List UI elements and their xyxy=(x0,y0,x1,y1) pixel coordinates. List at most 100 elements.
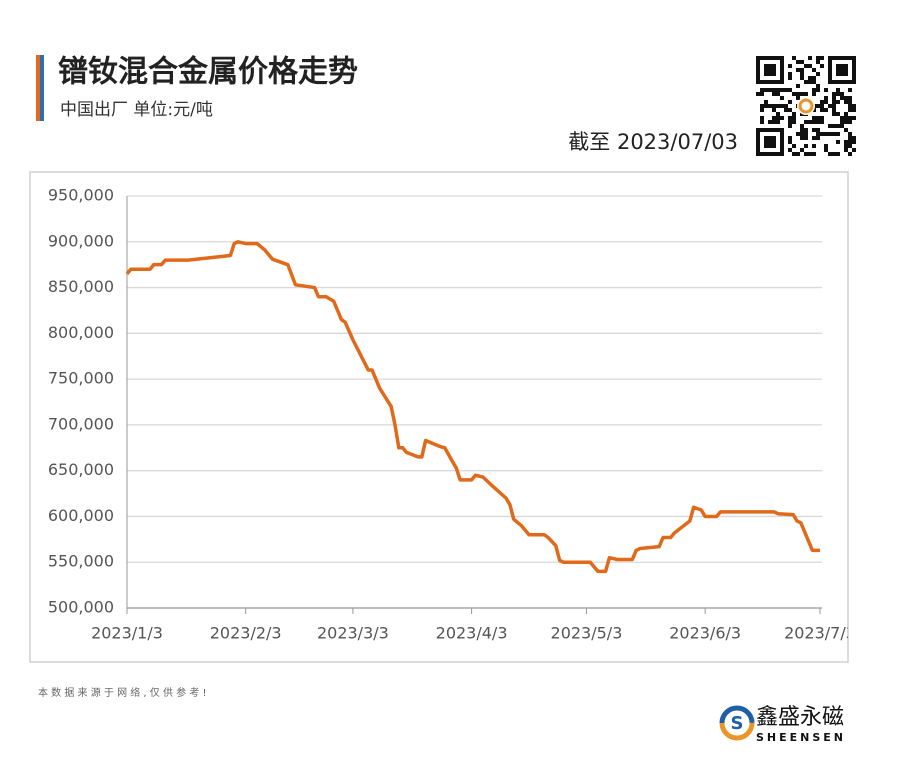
qr-cell xyxy=(848,100,852,104)
qr-cell xyxy=(824,132,828,136)
qr-cell xyxy=(788,124,792,128)
qr-cell xyxy=(780,116,784,120)
chart-subtitle: 中国出厂 单位:元/吨 xyxy=(60,100,213,120)
qr-cell xyxy=(836,92,840,96)
y-tick-label: 600,000 xyxy=(48,506,114,525)
qr-cell xyxy=(848,120,852,124)
qr-cell xyxy=(796,152,800,156)
qr-cell xyxy=(852,140,856,144)
qr-cell xyxy=(776,112,780,116)
qr-cell xyxy=(760,108,764,112)
qr-cell xyxy=(848,108,852,112)
qr-cell xyxy=(764,100,768,104)
qr-cell xyxy=(808,80,812,84)
qr-cell xyxy=(772,92,776,96)
price-line xyxy=(125,240,820,574)
qr-cell xyxy=(808,152,812,156)
qr-cell xyxy=(832,124,836,128)
qr-logo xyxy=(798,98,814,114)
qr-cell xyxy=(832,108,836,112)
qr-cell xyxy=(848,140,852,144)
qr-cell xyxy=(804,64,808,68)
qr-cell xyxy=(836,124,840,128)
qr-cell xyxy=(840,124,844,128)
qr-cell xyxy=(772,88,776,92)
qr-cell xyxy=(844,140,848,144)
title-accent xyxy=(36,55,40,121)
qr-cell xyxy=(800,148,804,152)
qr-cell xyxy=(816,84,820,88)
qr-cell xyxy=(796,60,800,64)
qr-cell xyxy=(760,88,764,92)
qr-cell xyxy=(788,148,792,152)
qr-cell xyxy=(820,120,824,124)
x-tick-label: 2023/4/3 xyxy=(436,624,508,643)
qr-cell xyxy=(848,152,852,156)
qr-cell xyxy=(816,60,820,64)
qr-cell xyxy=(780,96,784,100)
qr-cell xyxy=(812,76,816,80)
qr-cell xyxy=(812,88,816,92)
qr-cell xyxy=(804,120,808,124)
y-tick-label: 750,000 xyxy=(48,369,114,388)
qr-cell xyxy=(836,152,840,156)
qr-cell xyxy=(788,100,792,104)
qr-cell xyxy=(812,128,816,132)
qr-cell xyxy=(788,64,792,68)
qr-cell xyxy=(840,120,844,124)
qr-cell xyxy=(816,128,820,132)
y-tick-label: 550,000 xyxy=(48,552,114,571)
qr-cell xyxy=(820,132,824,136)
qr-cell xyxy=(776,92,780,96)
chart-frame xyxy=(29,171,849,663)
qr-cell xyxy=(772,108,776,112)
qr-cell xyxy=(792,116,796,120)
qr-cell xyxy=(776,104,780,108)
qr-cell xyxy=(772,120,776,124)
qr-cell xyxy=(852,148,856,152)
qr-cell xyxy=(812,68,816,72)
y-tick-label: 800,000 xyxy=(48,323,114,342)
qr-cell xyxy=(848,136,852,140)
qr-cell xyxy=(820,56,824,60)
qr-cell xyxy=(804,144,808,148)
qr-cell xyxy=(832,104,836,108)
qr-cell xyxy=(788,72,792,76)
qr-cell xyxy=(816,104,820,108)
qr-cell xyxy=(852,108,856,112)
plot-area: 2023/1/3 2023/2/3 2023/3/3 2023/4/3 2023/5/3… xyxy=(91,195,848,643)
y-tick-label: 650,000 xyxy=(48,460,114,479)
qr-cell xyxy=(812,120,816,124)
qr-cell xyxy=(824,148,828,152)
y-tick-label: 900,000 xyxy=(48,231,114,250)
qr-cell xyxy=(824,144,828,148)
qr-cell xyxy=(848,96,852,100)
qr-cell xyxy=(828,132,832,136)
qr-cell xyxy=(804,152,808,156)
qr-cell xyxy=(840,96,844,100)
qr-cell xyxy=(800,132,804,136)
qr-cell xyxy=(792,112,796,116)
qr-cell xyxy=(812,80,816,84)
qr-cell xyxy=(848,132,852,136)
qr-cell xyxy=(852,136,856,140)
qr-cell xyxy=(792,120,796,124)
x-tick-label: 2023/3/3 xyxy=(317,624,389,643)
qr-cell xyxy=(844,96,848,100)
qr-cell xyxy=(844,120,848,124)
qr-finder xyxy=(764,64,776,76)
x-tick-label: 2023/1/3 xyxy=(91,624,163,643)
qr-cell xyxy=(788,140,792,144)
qr-cell xyxy=(804,128,808,132)
x-tick-label: 2023/2/3 xyxy=(210,624,282,643)
qr-cell xyxy=(760,120,764,124)
qr-cell xyxy=(816,132,820,136)
qr-cell xyxy=(808,120,812,124)
qr-cell xyxy=(832,112,836,116)
qr-cell xyxy=(792,144,796,148)
y-tick-label: 700,000 xyxy=(48,414,114,433)
qr-cell xyxy=(772,116,776,120)
qr-cell xyxy=(764,88,768,92)
qr-cell xyxy=(800,60,804,64)
